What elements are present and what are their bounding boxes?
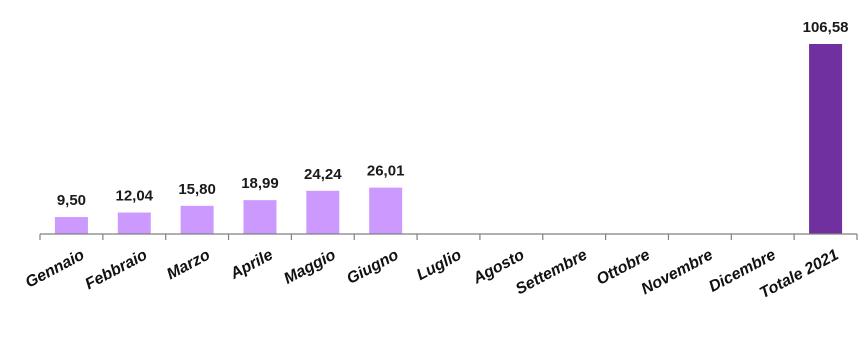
bar-febbraio bbox=[117, 212, 151, 234]
category-label: Novembre bbox=[639, 246, 716, 298]
category-label: Gennaio bbox=[23, 246, 88, 291]
x-axis-ticks bbox=[39, 234, 858, 240]
value-label: 24,24 bbox=[304, 166, 342, 183]
category-label: Maggio bbox=[281, 246, 339, 287]
bar-maggio bbox=[306, 190, 340, 234]
bar-gennaio bbox=[54, 217, 88, 234]
value-label: 12,04 bbox=[115, 188, 153, 205]
value-label: 26,01 bbox=[367, 163, 405, 180]
value-label: 15,80 bbox=[178, 181, 216, 198]
category-label: Febbraio bbox=[83, 246, 151, 293]
bar-total bbox=[809, 44, 843, 234]
category-label: Settembre bbox=[513, 246, 590, 298]
value-label: 18,99 bbox=[241, 175, 279, 192]
category-label: Marzo bbox=[164, 246, 213, 283]
bars-group bbox=[54, 44, 843, 234]
value-labels-group: 9,50 12,04 15,80 18,99 24,24 26,01 106,58 bbox=[57, 19, 849, 209]
value-label: 9,50 bbox=[57, 192, 86, 209]
bar-giugno bbox=[369, 187, 403, 234]
category-label: Luglio bbox=[414, 246, 465, 284]
category-label: Giugno bbox=[344, 246, 402, 287]
category-label: Aprile bbox=[227, 246, 276, 283]
value-label: 106,58 bbox=[803, 19, 849, 36]
bar-marzo bbox=[180, 205, 214, 234]
bar-aprile bbox=[243, 200, 277, 234]
